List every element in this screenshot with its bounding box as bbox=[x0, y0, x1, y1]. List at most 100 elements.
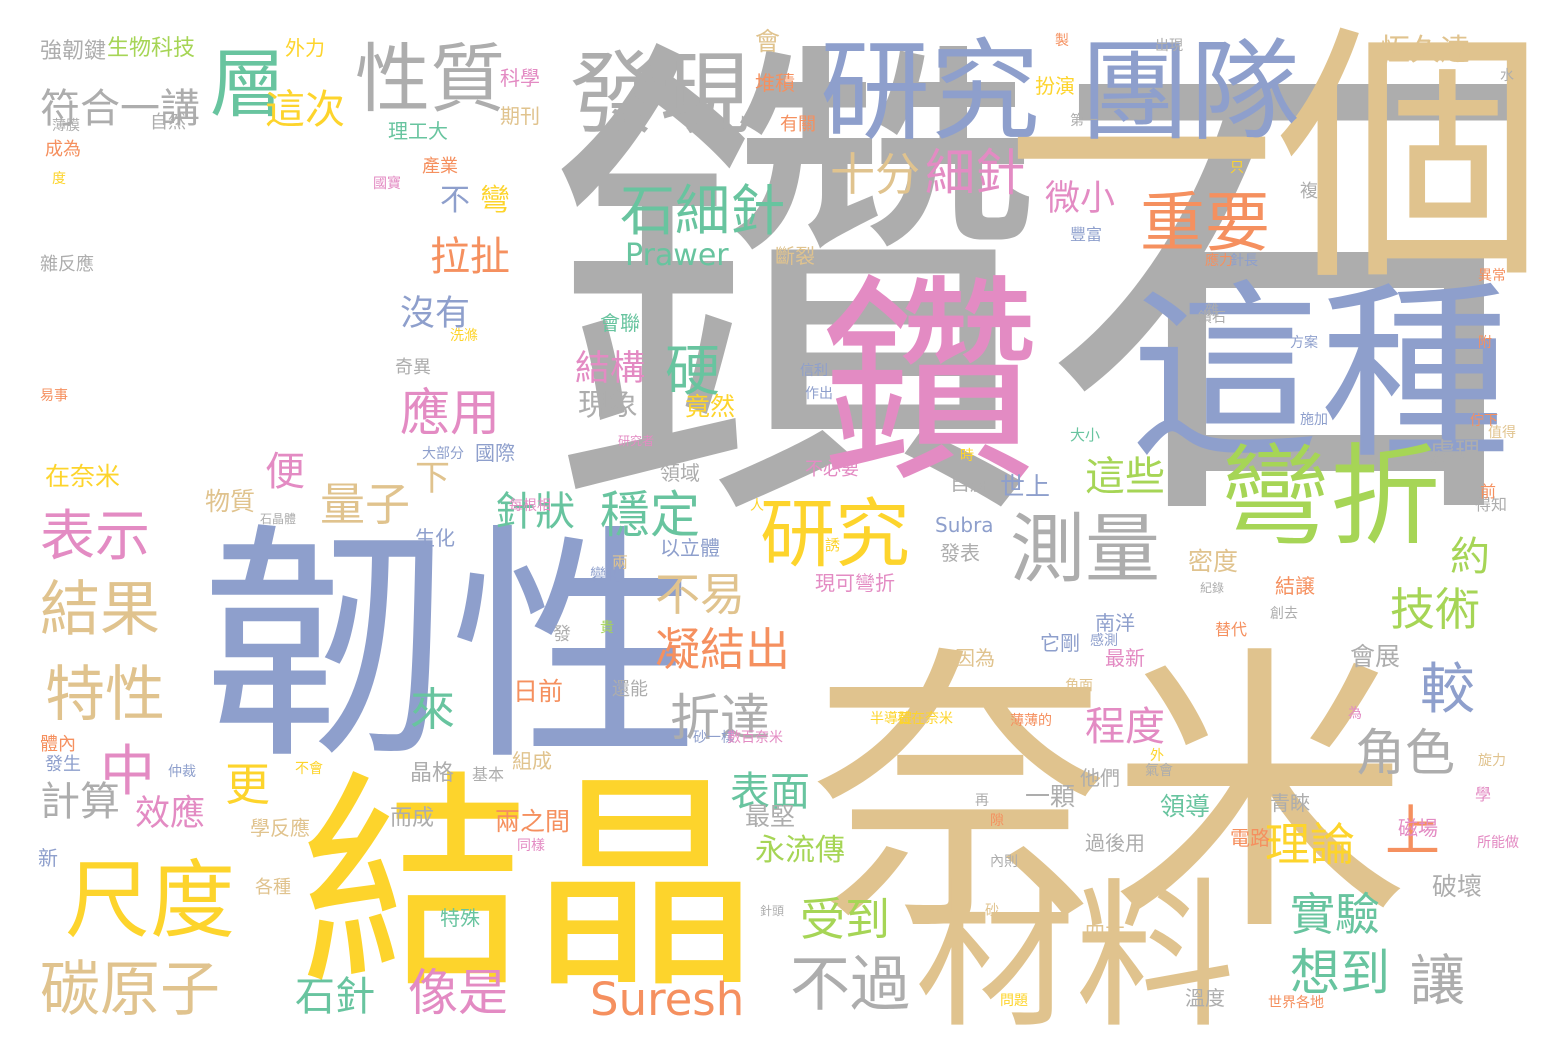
cloud-word: 過後用 bbox=[1085, 831, 1145, 855]
cloud-word: 表面 bbox=[730, 769, 810, 815]
cloud-word: 針長 bbox=[1230, 253, 1258, 269]
cloud-word: 得知 bbox=[1475, 495, 1507, 514]
cloud-word: 雜反應 bbox=[40, 253, 94, 275]
cloud-word: 青睞 bbox=[1270, 791, 1310, 815]
cloud-word: 應力 bbox=[1205, 252, 1233, 269]
cloud-word: 石針 bbox=[295, 974, 375, 1020]
cloud-word: 紀錄 bbox=[1200, 580, 1224, 595]
cloud-word: 自旋 bbox=[950, 471, 990, 495]
cloud-word: 鑽 bbox=[820, 256, 1040, 512]
cloud-word: 這種 bbox=[1130, 264, 1510, 485]
cloud-word: 領域 bbox=[660, 461, 700, 485]
cloud-word: 實驗 bbox=[1290, 888, 1380, 941]
cloud-word: 研究 bbox=[820, 28, 1040, 156]
cloud-word: 生化 bbox=[415, 526, 455, 550]
cloud-word: 結果 bbox=[40, 575, 160, 645]
cloud-word: 變化 bbox=[590, 565, 622, 584]
cloud-word: Subra bbox=[935, 513, 994, 537]
cloud-word: 奈米 bbox=[810, 622, 1410, 971]
cloud-word: 度 bbox=[52, 171, 66, 187]
cloud-word: 學 bbox=[1475, 785, 1491, 804]
cloud-word: 砂一樣 bbox=[693, 729, 735, 746]
cloud-word: 堆積 bbox=[755, 71, 795, 95]
cloud-word: 大部分 bbox=[422, 446, 464, 462]
cloud-word: 作出 bbox=[805, 386, 833, 402]
cloud-word: 應用 bbox=[400, 384, 500, 442]
cloud-word: 國寶 bbox=[373, 176, 401, 192]
cloud-word: 科學 bbox=[500, 66, 540, 90]
cloud-word: 各種 bbox=[255, 877, 291, 898]
cloud-word: 誘 bbox=[825, 536, 840, 554]
cloud-word: 時 bbox=[960, 448, 974, 464]
cloud-word: 日前 bbox=[513, 677, 563, 706]
cloud-word: 竟然 bbox=[685, 392, 735, 421]
cloud-word: 想到 bbox=[1290, 944, 1390, 1002]
cloud-word: 複 bbox=[1300, 181, 1318, 202]
cloud-word: 體內 bbox=[40, 734, 76, 755]
cloud-word: 便 bbox=[265, 449, 305, 495]
cloud-word: 研究者 bbox=[618, 433, 654, 448]
cloud-word: 最堅 bbox=[745, 802, 795, 831]
cloud-word: 大小 bbox=[1070, 426, 1100, 444]
cloud-word: 前 bbox=[1480, 482, 1496, 501]
cloud-word: 最新 bbox=[1105, 646, 1145, 670]
cloud-word: 程度 bbox=[1085, 704, 1165, 750]
cloud-word: 有關 bbox=[780, 114, 816, 135]
cloud-word: 這次 bbox=[265, 87, 345, 133]
cloud-word: 發現 bbox=[570, 42, 750, 147]
cloud-word: 領導 bbox=[1160, 792, 1210, 821]
cloud-word: 外力 bbox=[285, 36, 325, 60]
cloud-word: 薄薄的 bbox=[1010, 713, 1052, 729]
cloud-word: 特殊 bbox=[440, 906, 480, 930]
cloud-word: 成為 bbox=[45, 139, 81, 160]
cloud-word: 第一 bbox=[1070, 112, 1098, 129]
cloud-word: 結晶 bbox=[300, 753, 760, 1020]
cloud-word: 再 bbox=[975, 793, 989, 809]
cloud-word: 基本 bbox=[472, 765, 504, 784]
cloud-word: 一個 bbox=[1006, 2, 1546, 317]
cloud-word: 雜 bbox=[1205, 303, 1219, 319]
cloud-word: 表示 bbox=[40, 504, 150, 568]
cloud-word: 效應 bbox=[135, 794, 205, 834]
cloud-word: 更 bbox=[225, 758, 270, 811]
cloud-word: 創去 bbox=[1270, 606, 1298, 622]
cloud-word: 石在奈米 bbox=[897, 711, 953, 727]
cloud-word: 現象 bbox=[578, 388, 638, 423]
cloud-word: 符合一講 bbox=[40, 86, 200, 132]
cloud-word: 沒有 bbox=[400, 294, 470, 334]
cloud-word: 破壞 bbox=[1432, 872, 1482, 901]
cloud-word: 不會 bbox=[295, 761, 323, 777]
cloud-word: 兩之間 bbox=[495, 807, 570, 836]
cloud-word: 恆久遠 bbox=[1380, 33, 1470, 68]
cloud-word: 感測 bbox=[1090, 632, 1118, 649]
cloud-word: 人 bbox=[750, 498, 764, 514]
cloud-word: 處理 bbox=[1430, 437, 1480, 466]
cloud-word: 彎 bbox=[480, 183, 510, 218]
cloud-word: 佇下 bbox=[1470, 413, 1498, 429]
cloud-word: 不易 bbox=[655, 568, 745, 621]
cloud-word: 密度 bbox=[1188, 547, 1238, 576]
cloud-word: 豐富 bbox=[1070, 225, 1102, 244]
cloud-word: 特性 bbox=[45, 660, 165, 730]
cloud-word: 隙 bbox=[990, 813, 1004, 829]
cloud-word: 測量 bbox=[1010, 505, 1160, 593]
cloud-word: 旋力 bbox=[1478, 753, 1506, 769]
cloud-word: 重要 bbox=[1140, 186, 1270, 261]
cloud-word: 韌性 bbox=[200, 503, 700, 794]
cloud-word: 仲裁 bbox=[168, 764, 196, 780]
cloud-word: 問題 bbox=[1000, 993, 1028, 1009]
cloud-word: 兩 bbox=[612, 553, 628, 572]
cloud-word: 層 bbox=[210, 40, 285, 128]
cloud-word: 中 bbox=[100, 739, 155, 803]
cloud-word: 洗滌 bbox=[450, 328, 478, 344]
cloud-word: 它剛 bbox=[1040, 631, 1080, 655]
cloud-word: 學反應 bbox=[250, 816, 310, 840]
cloud-word: 尺度 bbox=[65, 852, 235, 951]
cloud-word: 凝結出 bbox=[655, 623, 790, 676]
cloud-word: 在奈米 bbox=[45, 462, 120, 491]
cloud-word: 出現 bbox=[1155, 38, 1183, 54]
cloud-word: Suresh bbox=[590, 973, 744, 1026]
cloud-word: 角色 bbox=[1355, 724, 1455, 782]
cloud-word: 溫度 bbox=[1185, 986, 1225, 1010]
